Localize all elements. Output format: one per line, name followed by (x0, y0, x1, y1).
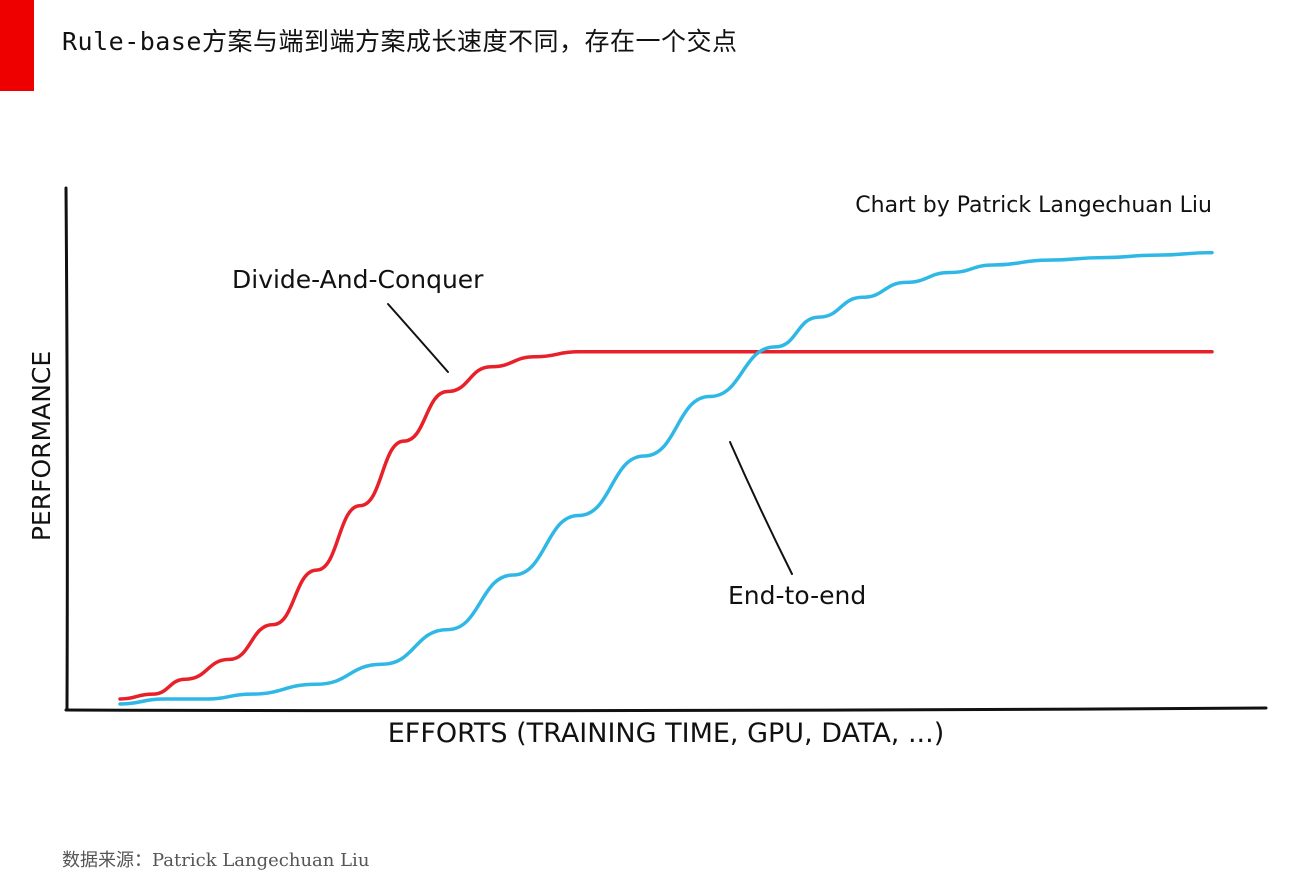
chart-axes (64, 186, 1268, 713)
y-axis-line (64, 186, 69, 710)
x-axis-label: EFFORTS (TRAINING TIME, GPU, DATA, ...) (388, 718, 944, 749)
page-title: Rule-base方案与端到端方案成长速度不同，存在一个交点 (62, 27, 738, 56)
chart-credit: Chart by Patrick Langechuan Liu (855, 193, 1212, 218)
annotation-layer: Divide-And-Conquer End-to-end Chart by P… (27, 193, 1212, 749)
series-layer (118, 250, 1214, 706)
divide-and-conquer-pointer-line (387, 303, 449, 373)
end-to-end-label: End-to-end (728, 581, 866, 610)
series-line-end-to-end (118, 250, 1214, 706)
series-line-divide-and-conquer (118, 350, 1214, 701)
divide-and-conquer-label: Divide-And-Conquer (232, 265, 484, 294)
x-axis-line (64, 706, 1268, 713)
y-axis-label: PERFORMANCE (27, 351, 56, 541)
source-note: 数据来源：Patrick Langechuan Liu (62, 850, 370, 871)
title-accent-bar (0, 0, 34, 91)
end-to-end-pointer-line (729, 441, 793, 575)
